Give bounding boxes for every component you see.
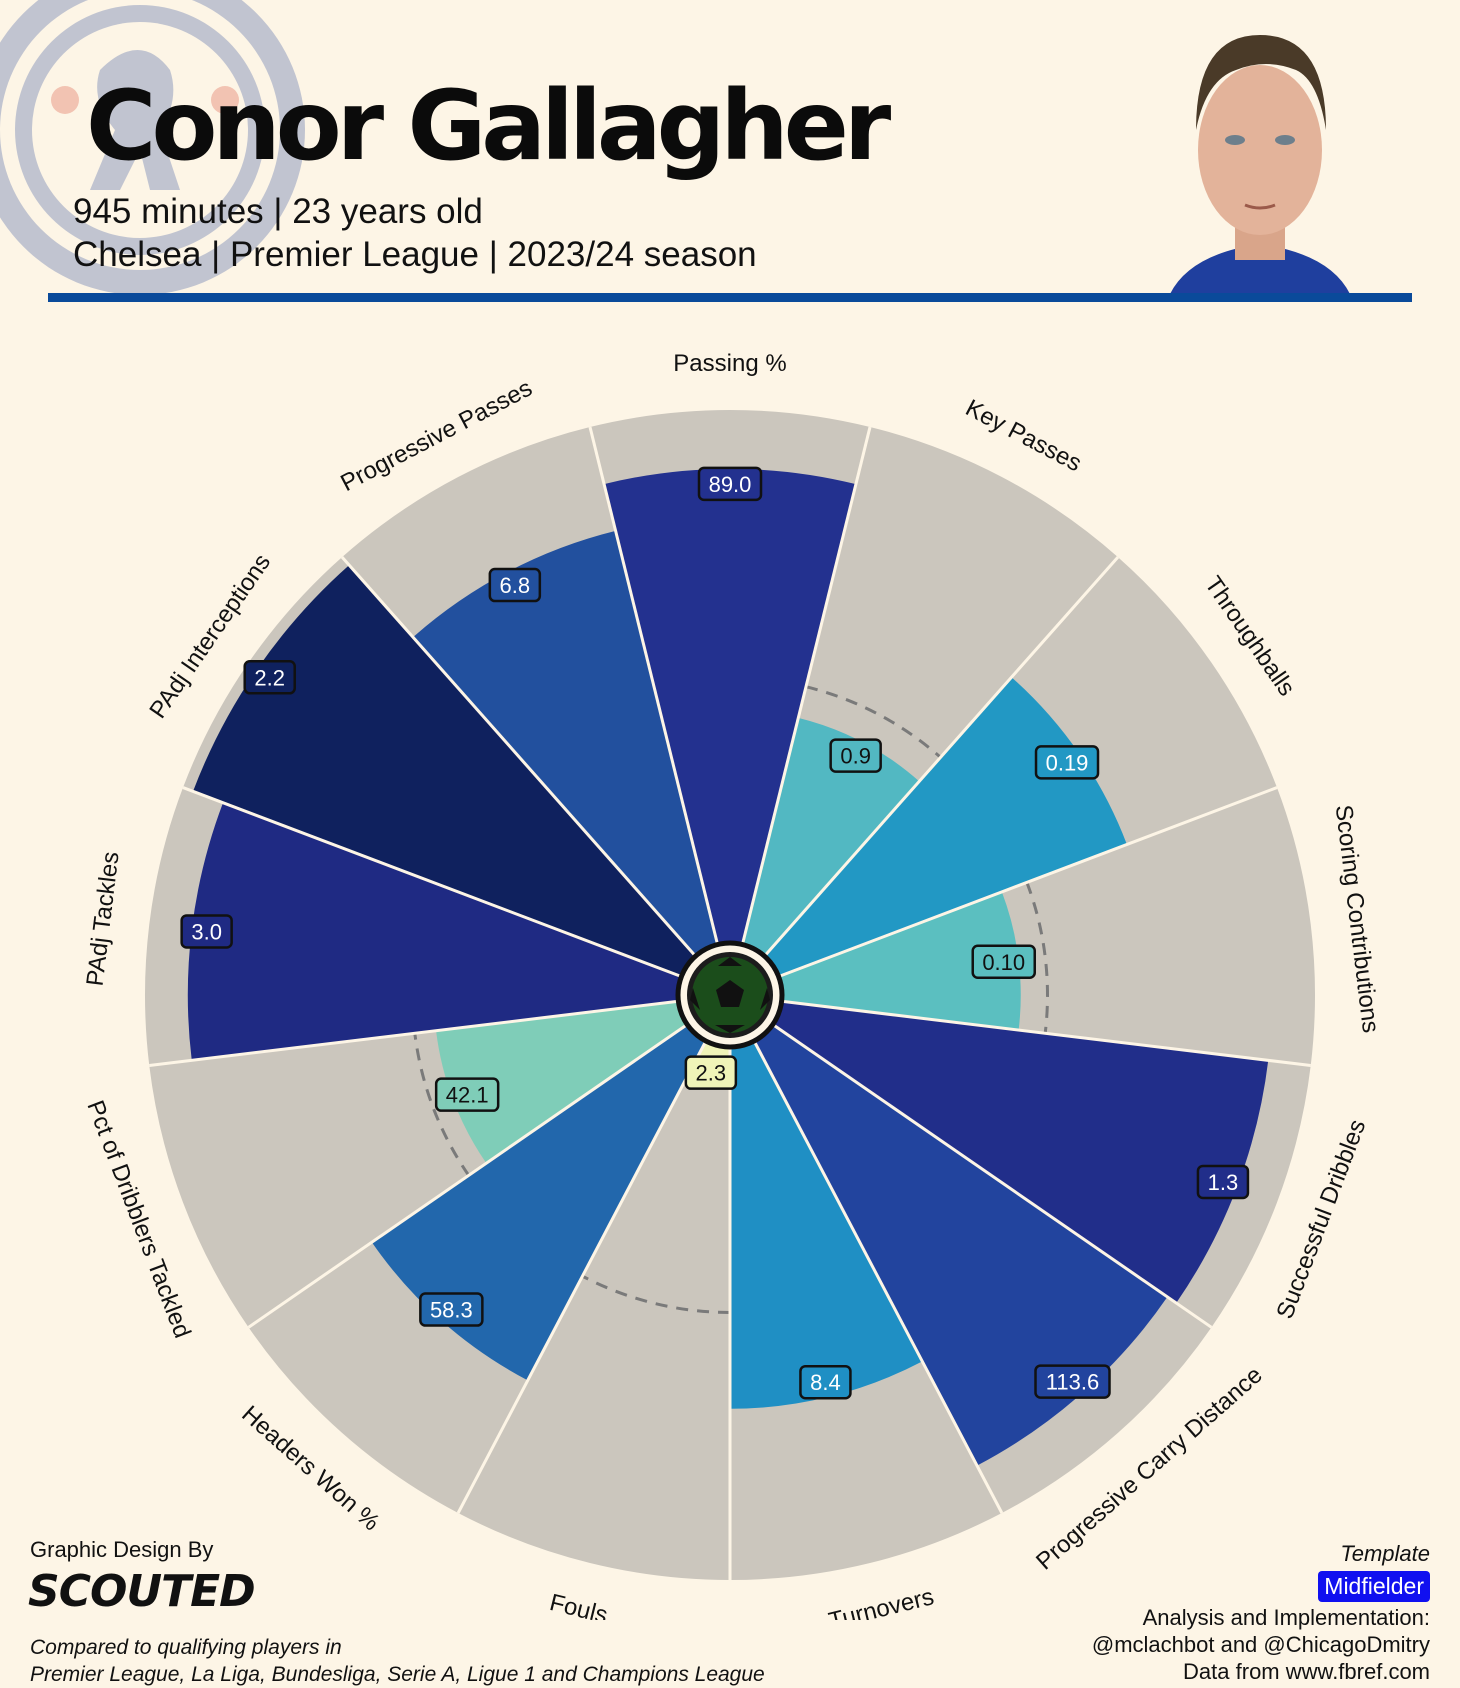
separator <box>340 556 698 959</box>
comparison-line-2: Premier League, La Liga, Bundesliga, Ser… <box>30 1663 765 1686</box>
reference-arc <box>805 685 942 759</box>
bar-pct-of-dribblers-tackled <box>436 1001 689 1164</box>
football-icon <box>675 940 785 1050</box>
value-label-turnovers: 8.4 <box>799 1364 852 1400</box>
bar-turnovers <box>730 1039 923 1409</box>
player-headshot-icon <box>1170 35 1350 294</box>
bar-key-passes <box>741 717 920 958</box>
separator <box>751 1038 1004 1514</box>
separator <box>456 1038 709 1514</box>
separator <box>247 1022 690 1329</box>
svg-text:42.1: 42.1 <box>446 1083 489 1108</box>
category-label-scoring-contributions: Scoring Contributions <box>1330 803 1384 1034</box>
value-label-fouls: 2.3 <box>684 1055 738 1090</box>
player-minutes-age: 945 minutes | 23 years old <box>73 192 483 231</box>
separator <box>149 999 681 1068</box>
reference-arc <box>413 1033 470 1177</box>
svg-text:2.3: 2.3 <box>696 1061 727 1086</box>
svg-text:8.4: 8.4 <box>810 1370 841 1395</box>
reference-arc <box>581 1274 731 1314</box>
player-club-league-season: Chelsea | Premier League | 2023/24 seaso… <box>73 235 757 274</box>
wedge-bg-fouls <box>458 1039 730 1580</box>
separator <box>762 556 1120 959</box>
svg-text:0.10: 0.10 <box>982 950 1025 975</box>
category-label-fouls: Fouls <box>547 1589 610 1620</box>
bar-progressive-carry-distance <box>753 1023 1168 1466</box>
credit-label: Graphic Design By <box>30 1537 214 1562</box>
bar-padj-interceptions <box>193 565 697 978</box>
category-label-passing: Passing % <box>673 350 786 377</box>
value-label-headers-won: 58.3 <box>419 1292 484 1327</box>
svg-text:113.6: 113.6 <box>1046 1370 1099 1395</box>
separator <box>770 1022 1213 1329</box>
template-badge: Midfielder <box>1318 1571 1430 1602</box>
category-label-padj-tackles: PAdj Tackles <box>82 850 125 987</box>
bar-passing <box>604 468 856 947</box>
value-label-throughballs: 0.19 <box>1034 745 1100 780</box>
bar-headers-won <box>371 1023 707 1381</box>
bar-scoring-contributions <box>776 891 1021 1031</box>
value-label-padj-interceptions: 2.2 <box>243 660 296 695</box>
svg-text:89.0: 89.0 <box>709 472 752 497</box>
bar-successful-dribbles <box>771 1001 1269 1304</box>
value-label-padj-tackles: 3.0 <box>180 914 233 949</box>
svg-text:0.19: 0.19 <box>1046 750 1089 775</box>
svg-text:3.0: 3.0 <box>191 919 222 944</box>
svg-text:2.2: 2.2 <box>254 665 285 690</box>
separator <box>588 426 720 947</box>
value-label-progressive-passes: 6.8 <box>488 567 542 603</box>
value-label-pct-of-dribblers-tackled: 42.1 <box>434 1077 500 1112</box>
value-label-scoring-contributions: 0.10 <box>971 944 1036 980</box>
comparison-note: Compared to qualifying players in Premie… <box>30 1634 765 1688</box>
value-label-key-passes: 0.9 <box>829 738 882 773</box>
svg-text:6.8: 6.8 <box>500 573 531 598</box>
footer-right: Template Midfielder Analysis and Impleme… <box>1092 1540 1430 1685</box>
reference-arc <box>1025 881 1049 1034</box>
chelsea-crest-icon <box>0 0 305 295</box>
category-label-key-passes: Key Passes <box>961 394 1086 477</box>
value-label-passing: 89.0 <box>697 466 763 502</box>
value-label-successful-dribbles: 1.3 <box>1196 1164 1250 1200</box>
brand-logo: SCOUTED <box>28 1566 256 1617</box>
svg-text:1.3: 1.3 <box>1208 1170 1239 1195</box>
svg-text:58.3: 58.3 <box>430 1298 473 1323</box>
analysis-line-1: Analysis and Implementation: <box>1142 1605 1430 1630</box>
data-source: Data from www.fbref.com <box>1183 1659 1430 1684</box>
value-label-progressive-carry-distance: 113.6 <box>1034 1364 1111 1399</box>
comparison-line-1: Compared to qualifying players in <box>30 1636 342 1659</box>
header-divider <box>48 293 1412 302</box>
separator <box>776 786 1278 979</box>
template-label: Template <box>1340 1541 1430 1566</box>
separator <box>740 426 872 947</box>
player-name: Conor Gallagher <box>86 70 891 182</box>
separator <box>182 786 684 979</box>
category-label-turnovers: Turnovers <box>826 1583 937 1620</box>
svg-text:0.9: 0.9 <box>840 744 871 769</box>
bar-padj-tackles <box>187 802 684 1061</box>
pizza-chart: 89.0 0.9 0.19 0.10 1.3 113.6 8.4 2.3 58.3 42.1 3.0… <box>81 350 1384 1620</box>
analysis-line-2: @mclachbot and @ChicagoDmitry <box>1091 1632 1430 1657</box>
separator <box>779 999 1311 1068</box>
